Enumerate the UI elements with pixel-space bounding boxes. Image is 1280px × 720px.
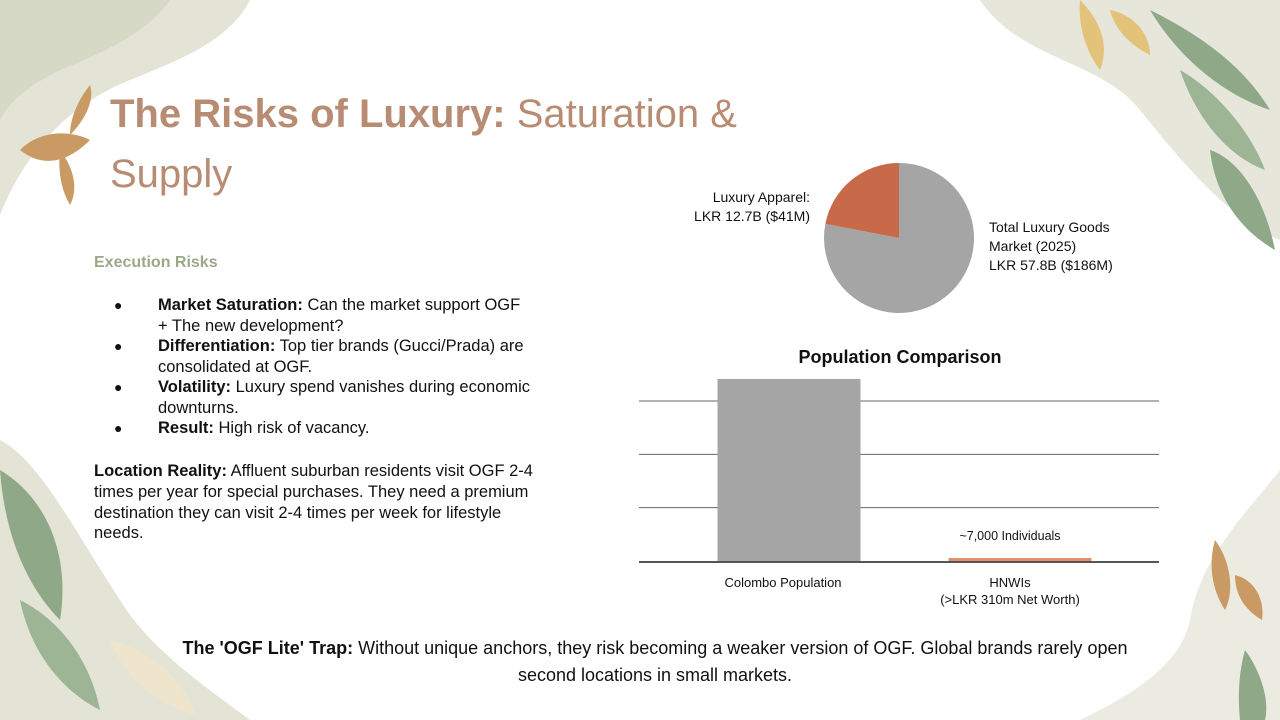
section-heading: Execution Risks [94, 254, 218, 271]
page-title: The Risks of Luxury: Saturation & Supply [110, 84, 790, 204]
list-item: ● Market Saturation: Can the market suppo… [94, 295, 534, 336]
pie-label-line: LKR 12.7B ($41M) [694, 208, 810, 224]
category-label-line: (>LKR 310m Net Worth) [940, 592, 1080, 607]
category-label: HNWIs (>LKR 310m Net Worth) [900, 574, 1120, 608]
pie-slice-total [823, 163, 975, 314]
bullet-icon: ● [114, 338, 123, 354]
risk-term: Market Saturation: [158, 296, 303, 314]
bullet-icon: ● [114, 297, 123, 313]
bar-data-label: ~7,000 Individuals [959, 529, 1061, 543]
risk-term: Differentiation: [158, 337, 276, 355]
location-term: Location Reality: [94, 462, 227, 480]
risk-text: Top tier brands (Gucci/Prada) are consol… [158, 337, 524, 376]
risk-text: Can the market support OGF + The new dev… [158, 296, 521, 335]
risk-text: High risk of vacancy. [213, 419, 370, 437]
risk-list: ● Market Saturation: Can the market suppo… [94, 295, 534, 439]
pie-label-line: Luxury Apparel: [712, 189, 810, 205]
pie-label-line: Market (2025) [989, 238, 1077, 254]
risk-text: Luxury spend vanishes during economic do… [158, 378, 531, 417]
title-bold: The Risks of Luxury: [110, 92, 506, 136]
location-text: Affluent suburban residents visit OGF 2-… [94, 462, 533, 543]
bullet-icon: ● [114, 420, 123, 436]
bar-1 [948, 558, 1092, 561]
pie-label-line: LKR 57.8B ($186M) [989, 257, 1113, 273]
list-item: ● Volatility: Luxury spend vanishes durin… [94, 377, 534, 418]
footer-term: The 'OGF Lite' Trap: [182, 638, 354, 658]
pie-label-total: Total Luxury Goods Market (2025) LKR 57.… [989, 218, 1189, 275]
footer-note: The 'OGF Lite' Trap: Without unique anch… [160, 635, 1150, 689]
location-reality: Location Reality: Affluent suburban resi… [94, 461, 534, 544]
risk-term: Volatility: [158, 378, 232, 396]
pie-label-line: Total Luxury Goods [989, 219, 1110, 235]
list-item: ● Differentiation: Top tier brands (Gucci… [94, 336, 534, 377]
category-label: Colombo Population [673, 574, 893, 591]
footer-text: Without unique anchors, they risk becomi… [353, 638, 1128, 685]
list-item: ● Result: High risk of vacancy. [94, 418, 534, 439]
pie-slice-apparel [825, 163, 899, 238]
category-label-line: Colombo Population [724, 575, 842, 590]
bar-chart-title: Population Comparison [798, 347, 1002, 367]
category-label-line: HNWIs [989, 575, 1031, 590]
pie-label-apparel: Luxury Apparel: LKR 12.7B ($41M) [640, 188, 810, 226]
title-rest: Saturation & Supply [110, 92, 737, 196]
bar-0 [717, 378, 861, 561]
bullet-icon: ● [114, 379, 123, 395]
risk-term: Result: [158, 419, 214, 437]
